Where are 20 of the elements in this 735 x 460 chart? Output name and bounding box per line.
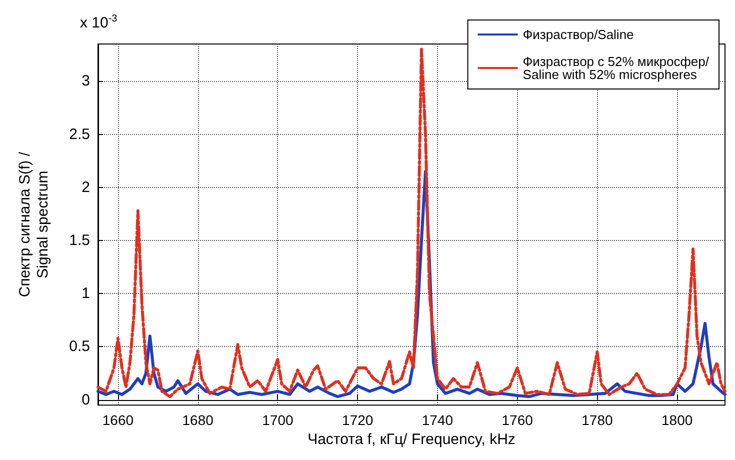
y-tick-label: 0 bbox=[82, 391, 90, 408]
y-tick-label: 1 bbox=[82, 285, 90, 302]
x-tick-label: 1660 bbox=[102, 412, 134, 428]
line-series bbox=[96, 48, 726, 398]
x-tick-label: 1740 bbox=[422, 412, 454, 428]
y-axis-title: Спектр сигнала S(f) / Signal spectrum bbox=[16, 151, 52, 298]
x-tick-label: 1700 bbox=[262, 412, 294, 428]
y-tick-label: 2 bbox=[82, 178, 90, 196]
x-tick-label: 1760 bbox=[502, 412, 534, 428]
x-axis-title: Частота f, кГц/ Frequency, kHz bbox=[308, 431, 516, 448]
x-tick-label: 1680 bbox=[182, 412, 214, 428]
x-tick-label: 1800 bbox=[662, 412, 693, 428]
y-tick-label: 1.5 bbox=[69, 232, 90, 249]
y-tick-label: 3 bbox=[82, 72, 90, 90]
y-tick-label: 0.5 bbox=[69, 338, 90, 356]
y-tick-label: 2.5 bbox=[69, 126, 90, 143]
x-tick-label: 1780 bbox=[582, 412, 613, 428]
legend-label: Физраствор/Saline bbox=[522, 27, 634, 42]
legend-label: Физраствор с 52% микросфер/ Saline with 52% microspheres bbox=[522, 54, 710, 82]
x-tick-label: 1720 bbox=[342, 412, 374, 428]
